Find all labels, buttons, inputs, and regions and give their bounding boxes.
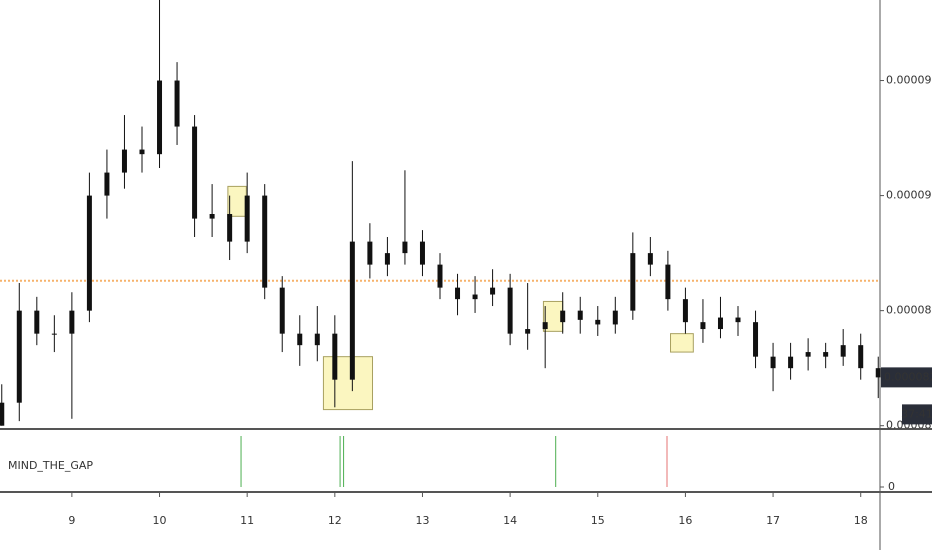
candle-body [490,287,496,295]
x-tick-label: 18 [854,514,868,527]
y-tick-label: 0.0000950 [886,74,932,87]
y-tick-label: 0.0000850 [886,304,932,317]
candle-body [507,287,513,334]
candle-body [227,214,233,242]
indicator-y-tick-label: 0 [888,480,895,493]
x-tick-label: 16 [678,514,692,527]
candle-body [823,352,829,357]
candle-body [192,126,198,219]
candle-body [34,310,40,334]
candle-body [139,149,145,155]
candle-body [577,310,583,320]
candle-body [69,310,75,334]
candle-body [595,319,601,325]
candle-body [314,333,320,346]
x-tick-label: 10 [153,514,167,527]
indicator-name: MIND_THE_GAP [8,459,93,472]
candle-body [858,345,864,369]
candle-body [700,322,706,330]
gap-box [670,333,694,353]
candle-body [665,264,671,300]
candle-body [174,80,180,127]
candle-body [51,333,57,335]
candle-body [788,356,794,369]
candle-body [542,322,548,330]
candle-body [735,317,741,323]
candle-body [875,368,881,378]
candle-body [840,345,846,357]
candle-body [0,402,5,426]
x-tick-label: 13 [415,514,429,527]
countdown-box [902,404,932,425]
x-tick-label: 12 [328,514,342,527]
candle-body [682,299,688,323]
candle-body [384,253,390,265]
candle-body [121,149,127,173]
candle-body [647,253,653,265]
candle-body [630,253,636,311]
candle-body [455,287,461,300]
candle-body [560,310,566,323]
gap-box [322,356,374,411]
candle-body [419,241,425,265]
candle-body [402,241,408,254]
last-price-box [881,367,932,388]
countdown-label: 37:41 [901,407,932,420]
candle-body [612,310,618,325]
candle-body [332,333,338,380]
candle-body [209,214,215,219]
x-tick-label: 17 [766,514,780,527]
candle-body [437,264,443,288]
candle-body [16,310,22,403]
candle-body [525,329,531,334]
candle-body [753,322,759,357]
y-tick-label: 0.0000900 [886,189,932,202]
candle-body [244,195,250,242]
candle-body [279,287,285,334]
x-tick-label: 9 [68,514,75,527]
candle-body [472,294,478,300]
candle-body [86,195,92,311]
candle-body [297,333,303,346]
x-tick-label: 14 [503,514,517,527]
candle-body [104,172,110,196]
x-tick-label: 11 [240,514,254,527]
candle-body [367,241,373,265]
last-price-label: 0.0000821 [884,370,932,383]
gap-box [227,185,247,217]
x-tick-label: 15 [591,514,605,527]
candle-body [349,241,355,380]
candle-body [717,317,723,330]
candle-body [157,80,163,155]
candle-body [805,352,811,357]
candle-body [770,356,776,369]
candle-body [262,195,268,288]
